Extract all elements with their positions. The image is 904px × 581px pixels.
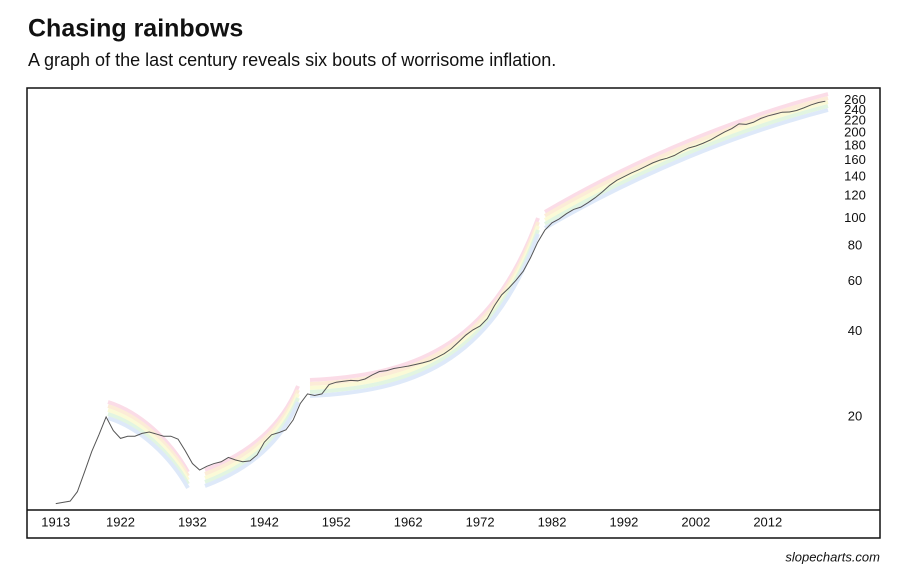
y-tick-label: 20 [848, 408, 862, 423]
rainbows [106, 92, 830, 490]
x-tick-label: 1952 [322, 514, 351, 529]
x-tick-label: 1972 [466, 514, 495, 529]
x-tick-label: 2012 [753, 514, 782, 529]
rainbow [106, 400, 190, 490]
x-tick-label: 1942 [250, 514, 279, 529]
y-tick-label: 120 [844, 187, 866, 202]
y-tick-label: 240 [844, 102, 866, 117]
chart-subtitle: A graph of the last century reveals six … [28, 50, 556, 70]
y-tick-label: 220 [844, 113, 866, 128]
y-tick-label: 60 [848, 273, 862, 288]
y-tick-label: 260 [844, 92, 866, 107]
y-tick-label: 80 [848, 237, 862, 252]
source: slopecharts.com [785, 549, 880, 564]
y-tick-label: 40 [848, 323, 862, 338]
x-tick-label: 1932 [178, 514, 207, 529]
rainbow [308, 216, 540, 398]
x-tick-label: 1922 [106, 514, 135, 529]
x-tick-label: 1962 [394, 514, 423, 529]
y-tick-label: 100 [844, 210, 866, 225]
x-tick-label: 1992 [609, 514, 638, 529]
y-tick-label: 140 [844, 168, 866, 183]
y-tick-label: 200 [844, 124, 866, 139]
x-tick-label: 2002 [681, 514, 710, 529]
y-tick-label: 180 [844, 137, 866, 152]
y-tick-label: 160 [844, 152, 866, 167]
rainbow [203, 384, 300, 488]
cpi-line [55, 100, 826, 505]
x-tick-label: 1982 [538, 514, 567, 529]
plot-frame [26, 87, 881, 539]
rainbow [543, 92, 830, 230]
x-tick-label: 1913 [41, 514, 70, 529]
chart-title: Chasing rainbows [28, 15, 243, 43]
